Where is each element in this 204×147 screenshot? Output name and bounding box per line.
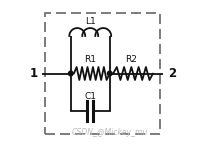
Text: R2: R2: [125, 55, 137, 64]
Text: 2: 2: [167, 67, 175, 80]
Text: L1: L1: [84, 17, 95, 26]
Circle shape: [107, 71, 111, 76]
Text: C1: C1: [84, 92, 96, 101]
Circle shape: [68, 71, 73, 76]
Text: 1: 1: [29, 67, 37, 80]
Text: R1: R1: [84, 55, 96, 64]
Text: CSDN_@Mickey_mu: CSDN_@Mickey_mu: [71, 128, 147, 137]
